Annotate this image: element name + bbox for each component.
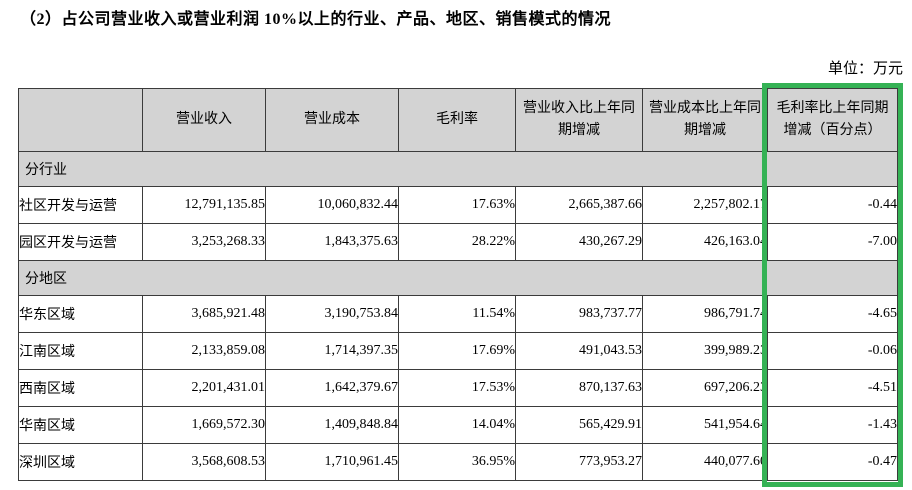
row-label-cell: 华东区域 bbox=[18, 295, 143, 333]
header-cell-blank bbox=[18, 88, 143, 152]
value-cell: 2,201,431.01 bbox=[142, 369, 266, 407]
value-cell: 3,190,753.84 bbox=[265, 295, 399, 333]
value-cell: 1,642,379.67 bbox=[265, 369, 399, 407]
value-cell: 2,665,387.66 bbox=[515, 186, 643, 224]
value-cell: 36.95% bbox=[398, 443, 516, 481]
segment-revenue-table: 营业收入 营业成本 毛利率 营业收入比上年同期增减 营业成本比上年同期增减 毛利… bbox=[18, 88, 898, 481]
section-title: （2）占公司营业收入或营业利润 10%以上的行业、产品、地区、销售模式的情况 bbox=[20, 11, 612, 28]
value-cell: 10,060,832.44 bbox=[265, 186, 399, 224]
value-cell: -0.47 bbox=[767, 443, 898, 481]
value-cell: -7.00 bbox=[767, 223, 898, 261]
value-cell: 491,043.53 bbox=[515, 332, 643, 370]
table-row-huadong: 华东区域 3,685,921.48 3,190,753.84 11.54% 98… bbox=[18, 295, 898, 333]
value-cell: -4.65 bbox=[767, 295, 898, 333]
row-label-cell: 社区开发与运营 bbox=[18, 186, 143, 224]
value-cell: 983,737.77 bbox=[515, 295, 643, 333]
value-cell: 11.54% bbox=[398, 295, 516, 333]
header-cell-margin-yoy: 毛利率比上年同期增减（百分点） bbox=[767, 88, 898, 152]
value-cell: 1,669,572.30 bbox=[142, 406, 266, 444]
value-cell: 697,206.23 bbox=[642, 369, 768, 407]
value-cell: -4.51 bbox=[767, 369, 898, 407]
value-cell: 1,409,848.84 bbox=[265, 406, 399, 444]
table-header-row: 营业收入 营业成本 毛利率 营业收入比上年同期增减 营业成本比上年同期增减 毛利… bbox=[18, 88, 898, 152]
row-label-cell: 西南区域 bbox=[18, 369, 143, 407]
value-cell: 14.04% bbox=[398, 406, 516, 444]
value-cell: 773,953.27 bbox=[515, 443, 643, 481]
value-cell: 2,133,859.08 bbox=[142, 332, 266, 370]
value-cell: 28.22% bbox=[398, 223, 516, 261]
value-cell: 430,267.29 bbox=[515, 223, 643, 261]
value-cell: 426,163.04 bbox=[642, 223, 768, 261]
header-cell-revenue: 营业收入 bbox=[142, 88, 266, 152]
table-row-park: 园区开发与运营 3,253,268.33 1,843,375.63 28.22%… bbox=[18, 223, 898, 261]
unit-label: 单位：万元 bbox=[827, 61, 903, 77]
section-label: 分行业 bbox=[18, 151, 898, 187]
table-row-huanan: 华南区域 1,669,572.30 1,409,848.84 14.04% 56… bbox=[18, 406, 898, 444]
value-cell: 17.69% bbox=[398, 332, 516, 370]
value-cell: 3,568,608.53 bbox=[142, 443, 266, 481]
header-cell-gross-margin: 毛利率 bbox=[398, 88, 516, 152]
value-cell: 2,257,802.17 bbox=[642, 186, 768, 224]
table-row-community: 社区开发与运营 12,791,135.85 10,060,832.44 17.6… bbox=[18, 186, 898, 224]
value-cell: 1,714,397.35 bbox=[265, 332, 399, 370]
value-cell: 3,253,268.33 bbox=[142, 223, 266, 261]
value-cell: -1.43 bbox=[767, 406, 898, 444]
value-cell: 870,137.63 bbox=[515, 369, 643, 407]
value-cell: 17.63% bbox=[398, 186, 516, 224]
value-cell: 17.53% bbox=[398, 369, 516, 407]
row-label-cell: 深圳区域 bbox=[18, 443, 143, 481]
table-row-shenzhen: 深圳区域 3,568,608.53 1,710,961.45 36.95% 77… bbox=[18, 443, 898, 481]
value-cell: 1,843,375.63 bbox=[265, 223, 399, 261]
header-cell-revenue-yoy: 营业收入比上年同期增减 bbox=[515, 88, 643, 152]
row-label-cell: 园区开发与运营 bbox=[18, 223, 143, 261]
section-row-by-region: 分地区 bbox=[18, 260, 898, 296]
value-cell: 399,989.23 bbox=[642, 332, 768, 370]
row-label-cell: 江南区域 bbox=[18, 332, 143, 370]
value-cell: 3,685,921.48 bbox=[142, 295, 266, 333]
value-cell: 440,077.60 bbox=[642, 443, 768, 481]
header-cell-cost: 营业成本 bbox=[265, 88, 399, 152]
section-row-by-industry: 分行业 bbox=[18, 151, 898, 187]
value-cell: 565,429.91 bbox=[515, 406, 643, 444]
table-row-jiangnan: 江南区域 2,133,859.08 1,714,397.35 17.69% 49… bbox=[18, 332, 898, 370]
value-cell: 1,710,961.45 bbox=[265, 443, 399, 481]
row-label-cell: 华南区域 bbox=[18, 406, 143, 444]
value-cell: -0.06 bbox=[767, 332, 898, 370]
value-cell: 986,791.74 bbox=[642, 295, 768, 333]
value-cell: 541,954.64 bbox=[642, 406, 768, 444]
section-label: 分地区 bbox=[18, 260, 898, 296]
value-cell: 12,791,135.85 bbox=[142, 186, 266, 224]
header-cell-cost-yoy: 营业成本比上年同期增减 bbox=[642, 88, 768, 152]
value-cell: -0.44 bbox=[767, 186, 898, 224]
table-row-xinan: 西南区域 2,201,431.01 1,642,379.67 17.53% 87… bbox=[18, 369, 898, 407]
